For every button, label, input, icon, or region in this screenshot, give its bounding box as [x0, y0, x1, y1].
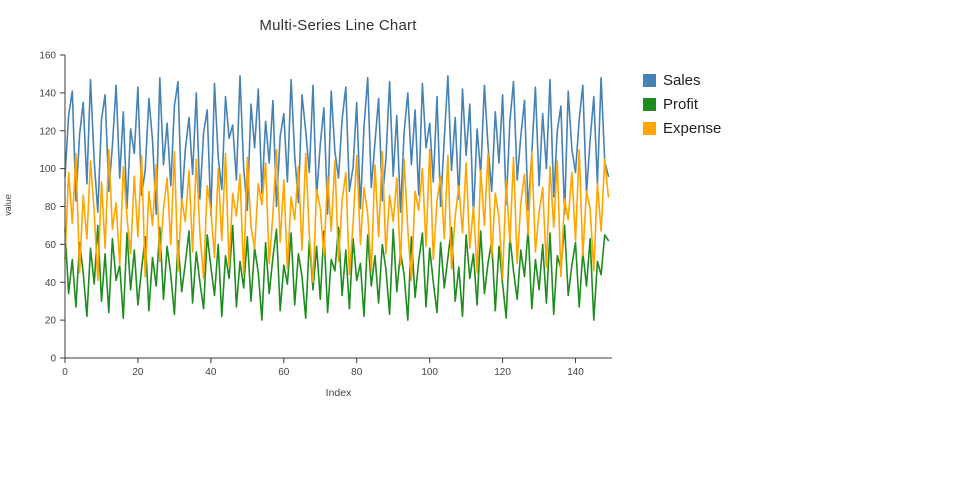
- y-tick-label: 160: [39, 51, 56, 62]
- y-tick-label: 80: [45, 202, 57, 213]
- legend-item-expense: Expense: [643, 120, 721, 137]
- series-line-sales: [64, 75, 610, 217]
- y-tick-label: 120: [39, 126, 56, 137]
- x-tick-label: 60: [278, 367, 290, 378]
- x-tick-label: 100: [421, 367, 438, 378]
- x-tick-label: 140: [567, 367, 584, 378]
- legend-swatch-profit: [643, 98, 656, 111]
- x-axis-label: Index: [325, 387, 352, 399]
- y-tick-label: 0: [50, 354, 56, 365]
- legend: Sales Profit Expense: [643, 72, 721, 137]
- x-tick-label: 80: [351, 367, 363, 378]
- legend-label-sales: Sales: [663, 72, 701, 89]
- series-line-profit: [64, 224, 610, 321]
- chart-title: Multi-Series Line Chart: [259, 17, 417, 34]
- y-tick-label: 100: [39, 164, 56, 175]
- legend-swatch-expense: [643, 122, 656, 135]
- legend-item-sales: Sales: [643, 72, 721, 89]
- x-tick-label: 40: [205, 367, 217, 378]
- y-tick-label: 40: [45, 278, 57, 289]
- y-tick-label: 20: [45, 316, 57, 327]
- x-tick-label: 0: [62, 367, 68, 378]
- series-line-expense: [64, 148, 610, 284]
- legend-label-expense: Expense: [663, 120, 722, 137]
- legend-item-profit: Profit: [643, 96, 721, 113]
- y-tick-label: 60: [45, 240, 57, 251]
- legend-label-profit: Profit: [663, 96, 699, 113]
- y-axis-label: value: [3, 194, 13, 216]
- legend-swatch-sales: [643, 74, 656, 87]
- x-tick-label: 20: [132, 367, 144, 378]
- y-tick-label: 140: [39, 88, 56, 99]
- x-tick-label: 120: [494, 367, 511, 378]
